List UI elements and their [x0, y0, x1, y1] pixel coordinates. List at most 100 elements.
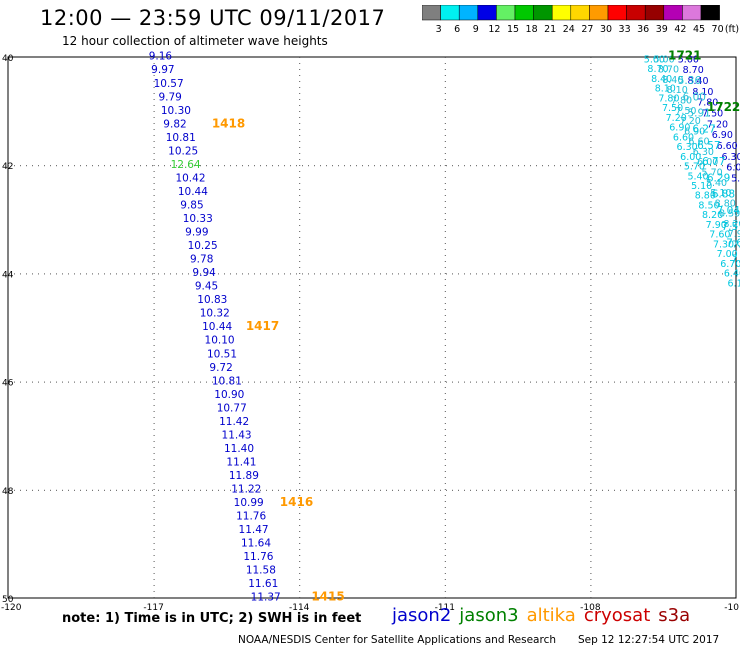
parallel-dot	[488, 489, 489, 491]
parallel-dot	[368, 273, 369, 275]
parallel-dot	[158, 381, 159, 383]
parallel-dot	[554, 165, 555, 167]
meridian-dot	[444, 189, 446, 190]
parallel-dot	[644, 381, 645, 383]
meridian-dot	[153, 213, 155, 214]
time-label: 1722	[707, 100, 740, 114]
parallel-dot	[380, 165, 381, 167]
parallel-dot	[488, 381, 489, 383]
time-label: 1418	[212, 116, 245, 130]
parallel-dot	[416, 273, 417, 275]
legend-cryosat: cryosat	[583, 605, 651, 626]
parallel-dot	[716, 381, 717, 383]
meridian-dot	[590, 315, 592, 316]
parallel-dot	[302, 273, 303, 275]
parallel-dot	[482, 381, 483, 383]
parallel-dot	[464, 165, 465, 167]
parallel-dot	[200, 165, 201, 167]
parallel-dot	[146, 165, 147, 167]
parallel-dot	[704, 381, 705, 383]
clutter-value: 6.30	[677, 142, 698, 153]
swh-value: 10.57	[154, 78, 184, 90]
meridian-dot	[153, 387, 155, 388]
parallel-dot	[140, 489, 141, 491]
parallel-dot	[632, 273, 633, 275]
parallel-dot	[20, 273, 21, 275]
parallel-dot	[8, 489, 9, 491]
parallel-dot	[434, 165, 435, 167]
swh-value: 9.45	[195, 281, 218, 293]
meridian-dot	[153, 267, 155, 268]
parallel-dot	[140, 273, 141, 275]
meridian-dot	[590, 303, 592, 304]
meridian-dot	[590, 117, 592, 118]
time-label: 1417	[246, 319, 279, 333]
parallel-dot	[422, 273, 423, 275]
meridian-dot	[444, 183, 446, 184]
meridian-dot	[299, 471, 301, 472]
meridian-dot	[590, 309, 592, 310]
meridian-dot	[590, 81, 592, 82]
meridian-dot	[299, 441, 301, 442]
parallel-dot	[116, 165, 117, 167]
meridian-dot	[444, 417, 446, 418]
meridian-dot	[153, 291, 155, 292]
meridian-dot	[444, 447, 446, 448]
meridian-dot	[153, 525, 155, 526]
meridian-dot	[444, 405, 446, 406]
parallel-dot	[164, 165, 165, 167]
parallel-dot	[74, 489, 75, 491]
parallel-dot	[650, 273, 651, 275]
parallel-dot	[110, 489, 111, 491]
meridian-dot	[590, 435, 592, 436]
parallel-dot	[476, 165, 477, 167]
parallel-dot	[368, 165, 369, 167]
meridian-dot	[444, 63, 446, 64]
parallel-dot	[110, 165, 111, 167]
meridian-dot	[590, 495, 592, 496]
swh-value: 10.90	[214, 389, 244, 401]
meridian-dot	[444, 381, 446, 382]
parallel-dot	[656, 381, 657, 383]
parallel-dot	[650, 165, 651, 167]
clutter-value: 5.10	[691, 181, 712, 192]
meridian-dot	[153, 105, 155, 106]
clutter-value: 7.00	[717, 249, 738, 260]
parallel-dot	[8, 273, 9, 275]
meridian-dot	[590, 411, 592, 412]
meridian-dot	[590, 555, 592, 556]
clutter-value: 7.90	[706, 220, 727, 231]
meridian-dot	[299, 129, 301, 130]
parallel-dot	[440, 165, 441, 167]
meridian-dot	[153, 309, 155, 310]
meridian-dot	[444, 81, 446, 82]
parallel-dot	[206, 165, 207, 167]
parallel-dot	[290, 273, 291, 275]
clutter-value: 7.20	[666, 113, 687, 124]
parallel-dot	[530, 165, 531, 167]
meridian-dot	[590, 375, 592, 376]
meridian-dot	[153, 465, 155, 466]
clutter-value: 7.80	[658, 93, 679, 104]
parallel-dot	[512, 165, 513, 167]
parallel-dot	[380, 273, 381, 275]
parallel-dot	[572, 165, 573, 167]
meridian-dot	[444, 363, 446, 364]
parallel-dot	[674, 381, 675, 383]
meridian-dot	[153, 501, 155, 502]
parallel-dot	[314, 489, 315, 491]
parallel-dot	[314, 165, 315, 167]
parallel-dot	[374, 165, 375, 167]
parallel-dot	[698, 489, 699, 491]
meridian-dot	[153, 381, 155, 382]
meridian-dot	[444, 525, 446, 526]
swh-value: 10.81	[212, 375, 242, 387]
meridian-dot	[299, 237, 301, 238]
legend-s3a: s3a	[658, 605, 691, 626]
meridian-dot	[153, 303, 155, 304]
swh-value: 11.89	[229, 470, 259, 482]
parallel-dot	[644, 273, 645, 275]
parallel-dot	[362, 273, 363, 275]
parallel-dot	[470, 273, 471, 275]
parallel-dot	[686, 381, 687, 383]
